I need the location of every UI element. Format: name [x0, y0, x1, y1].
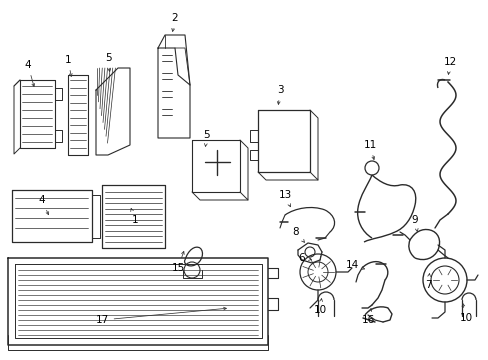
Text: 5: 5	[104, 53, 111, 71]
Text: 10: 10	[459, 303, 471, 323]
Text: 11: 11	[363, 140, 376, 159]
Text: 10: 10	[313, 298, 326, 315]
Text: 14: 14	[345, 260, 364, 270]
Text: 17: 17	[95, 307, 226, 325]
Text: 3: 3	[276, 85, 283, 104]
Text: 13: 13	[278, 190, 291, 207]
Text: 7: 7	[424, 274, 430, 290]
Text: 6: 6	[298, 253, 311, 263]
Text: 8: 8	[292, 227, 304, 242]
Text: 4: 4	[39, 195, 49, 215]
Text: 15: 15	[171, 251, 184, 273]
Text: 2: 2	[171, 13, 178, 31]
Text: 16: 16	[361, 309, 374, 325]
Text: 1: 1	[130, 208, 138, 225]
Text: 12: 12	[443, 57, 456, 75]
Text: 9: 9	[411, 215, 417, 231]
Text: 4: 4	[24, 60, 35, 86]
Text: 5: 5	[203, 130, 210, 147]
Text: 1: 1	[64, 55, 72, 76]
